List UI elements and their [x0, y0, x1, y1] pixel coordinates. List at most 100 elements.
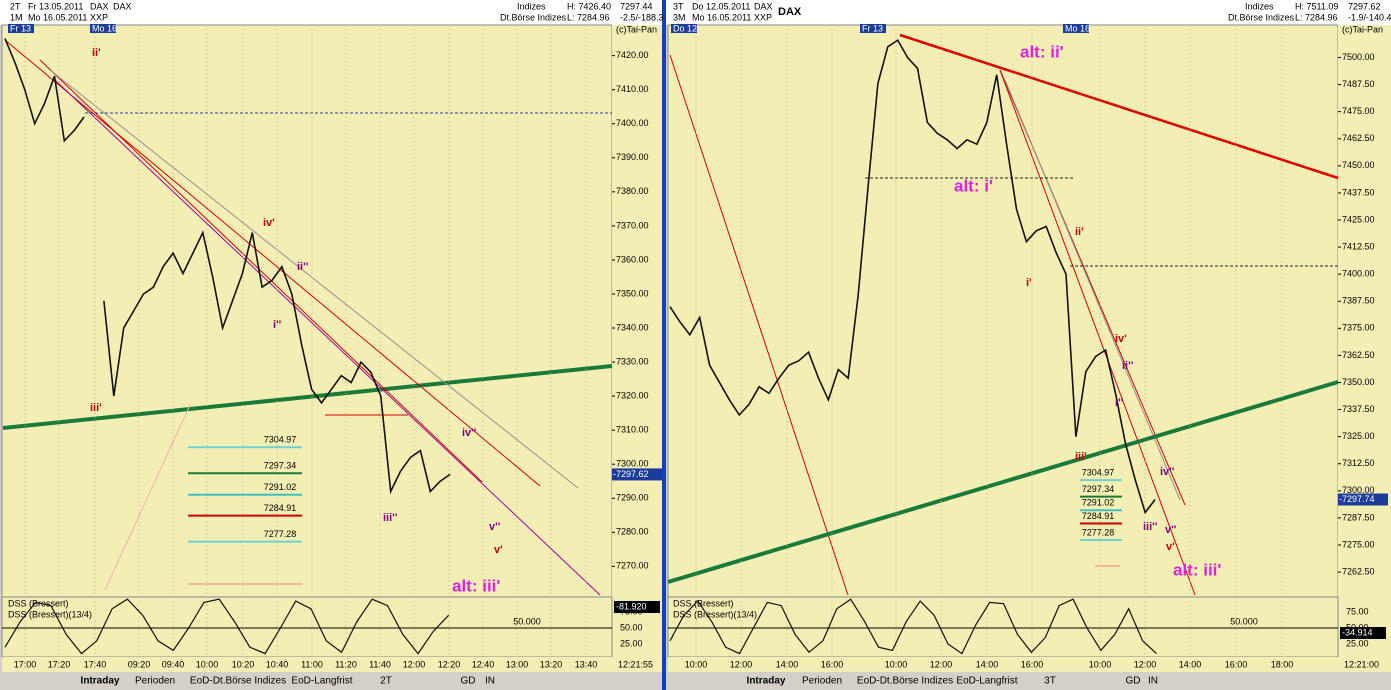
time-label: 12:00 — [1134, 659, 1157, 669]
y-tick-label: 7330.00 — [616, 356, 649, 366]
y-tick-label: 7287.50 — [1342, 512, 1375, 522]
toolbar-button[interactable]: IN — [1148, 676, 1158, 687]
price-tag: -7297.62 — [613, 469, 649, 479]
axis-bg — [1338, 25, 1391, 672]
axis-bg — [612, 25, 662, 672]
toolbar-button[interactable]: Intraday — [81, 676, 120, 687]
time-label: 11:20 — [335, 659, 357, 669]
dss-bg — [1, 596, 613, 658]
level-label: 7304.97 — [264, 435, 297, 445]
header-text: Fr 13.05.2011 — [28, 1, 83, 11]
y-tick-label: 7340.00 — [616, 322, 649, 332]
y-tick-label: 7312.50 — [1342, 458, 1375, 468]
header-text: L: 7284.96 — [567, 12, 610, 22]
session-label: Fr 13 — [10, 23, 31, 33]
trend-line — [54, 79, 601, 596]
time-label: 10:40 — [266, 659, 289, 669]
toolbar-button[interactable]: IN — [485, 676, 495, 687]
header-text: Mo 16.05.2011 — [28, 12, 87, 22]
time-label: 16:00 — [1021, 659, 1044, 669]
session-marker — [1063, 24, 1089, 33]
wave-label: ii' — [92, 47, 101, 59]
header-text: XXP — [90, 12, 108, 22]
dss-line — [669, 598, 1157, 655]
dss-tick-label: 50.00 — [620, 622, 643, 632]
y-tick-label: 7390.00 — [616, 152, 649, 162]
header-text: L: 7284.96 — [1295, 12, 1338, 22]
clock: 12:21:55 — [618, 659, 653, 669]
y-tick-label: 7290.00 — [616, 493, 649, 503]
header-text: Indizes — [1245, 1, 1274, 11]
wave-label: iii' — [1075, 451, 1087, 463]
session-label: Do 12 — [673, 23, 697, 33]
wave-label: iv' — [263, 217, 275, 229]
header-text: 7297.62 — [1348, 1, 1381, 11]
header-text: DAX — [754, 1, 773, 11]
toolbar-button[interactable]: EoD-Dt.Börse Indizes — [857, 676, 953, 687]
y-tick-label: 7400.00 — [616, 118, 649, 128]
y-tick-label: 7300.00 — [1342, 485, 1375, 495]
wave-label: ii'' — [297, 261, 309, 273]
level-label: 7284.91 — [264, 503, 297, 513]
dss-line — [4, 598, 450, 655]
wave-label: ii' — [1075, 226, 1084, 238]
time-label: 09:40 — [162, 659, 185, 669]
y-tick-label: 7360.00 — [616, 254, 649, 264]
toolbar-button[interactable]: GD — [1126, 676, 1141, 687]
dss-full-name: DSS (Bressert)(13/4) — [673, 609, 757, 619]
toolbar-button[interactable]: Perioden — [135, 676, 175, 687]
toolbar-button[interactable]: 3T — [1044, 676, 1056, 687]
header-text: -1.9/-140.4 — [1348, 12, 1391, 22]
dss-readout-bg — [1340, 627, 1386, 639]
plot-bg — [667, 24, 1339, 598]
toolbar-button[interactable]: GD — [461, 676, 476, 687]
level-label: 7297.34 — [264, 461, 297, 471]
toolbar-button[interactable]: 2T — [380, 676, 392, 687]
toolbar-button[interactable]: EoD-Dt.Börse Indizes — [190, 676, 286, 687]
dss-readout-bg — [614, 601, 660, 613]
trend-line — [39, 59, 483, 483]
y-tick-label: 7410.00 — [616, 84, 649, 94]
wave-label: alt: iii' — [1173, 560, 1221, 579]
y-tick-label: 7375.00 — [1342, 323, 1375, 333]
dss-bg — [667, 596, 1339, 658]
time-label: 14:00 — [976, 659, 999, 669]
wave-label: iii' — [90, 402, 102, 414]
header-text: DAX — [113, 1, 132, 11]
y-tick-label: 7420.00 — [616, 50, 649, 60]
level-label: 7277.28 — [1082, 527, 1115, 537]
level-label: 7297.34 — [1082, 484, 1115, 494]
header-text: 3M — [673, 12, 686, 22]
dss-tick-label: 25.00 — [620, 638, 643, 648]
price-line — [4, 38, 451, 495]
session-marker — [90, 24, 116, 33]
header-text: H: 7426.40 — [567, 1, 611, 11]
trend-line — [104, 404, 191, 591]
time-label: 10:00 — [1089, 659, 1112, 669]
header-text: Dt.Börse Indizes — [500, 12, 567, 22]
toolbar-button[interactable]: Intraday — [747, 676, 786, 687]
y-tick-label: 7325.00 — [1342, 431, 1375, 441]
toolbar-button[interactable]: EoD-Langfrist — [291, 676, 352, 687]
dss-full-name: DSS (Bressert)(13/4) — [8, 609, 92, 619]
dss-level: 50.000 — [513, 616, 541, 626]
copyright: (c)Tai-Pan — [1342, 24, 1383, 34]
wave-label: iv'' — [462, 427, 477, 439]
y-tick-label: 7320.00 — [616, 390, 649, 400]
header-text: 2T — [10, 1, 21, 11]
price-tag-bg — [1338, 493, 1388, 506]
wave-label: v' — [494, 544, 503, 556]
y-tick-label: 7475.00 — [1342, 106, 1375, 116]
time-label: 13:40 — [575, 659, 598, 669]
wave-label: alt: ii' — [1020, 42, 1064, 61]
toolbar-button[interactable]: Perioden — [802, 676, 842, 687]
time-label: 10:00 — [885, 659, 908, 669]
time-label: 14:00 — [776, 659, 799, 669]
header-text: 1M — [10, 12, 23, 22]
y-tick-label: 7350.00 — [1342, 377, 1375, 387]
time-label: 11:40 — [369, 659, 391, 669]
right-panel-bg — [666, 0, 1391, 672]
wave-label: v' — [1166, 541, 1175, 553]
time-label: 16:00 — [821, 659, 844, 669]
toolbar-button[interactable]: EoD-Langfrist — [956, 676, 1017, 687]
